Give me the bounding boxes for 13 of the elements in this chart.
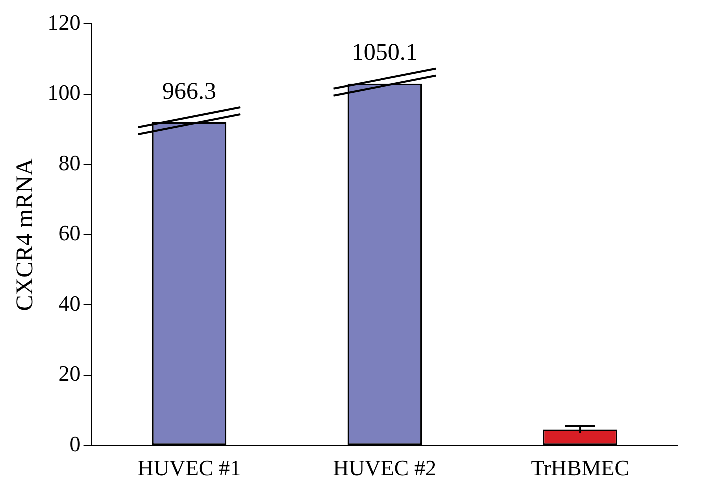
x-tick-label: HUVEC #2 [333,456,437,481]
y-tick-label: 100 [48,80,81,106]
y-tick-label: 0 [70,431,81,456]
y-tick-label: 20 [58,361,81,386]
y-tick-label: 80 [58,150,81,176]
x-tick-label: TrHBMEC [531,456,630,481]
y-axis-title: CXCR4 mRNA [12,158,39,312]
y-tick-label: 120 [48,10,81,35]
annotation: 966.3 [162,78,216,105]
y-tick-label: 40 [58,290,81,316]
x-tick-label: HUVEC #1 [138,456,242,481]
y-tick-label: 60 [58,220,81,246]
annotation: 1050.1 [352,40,418,66]
